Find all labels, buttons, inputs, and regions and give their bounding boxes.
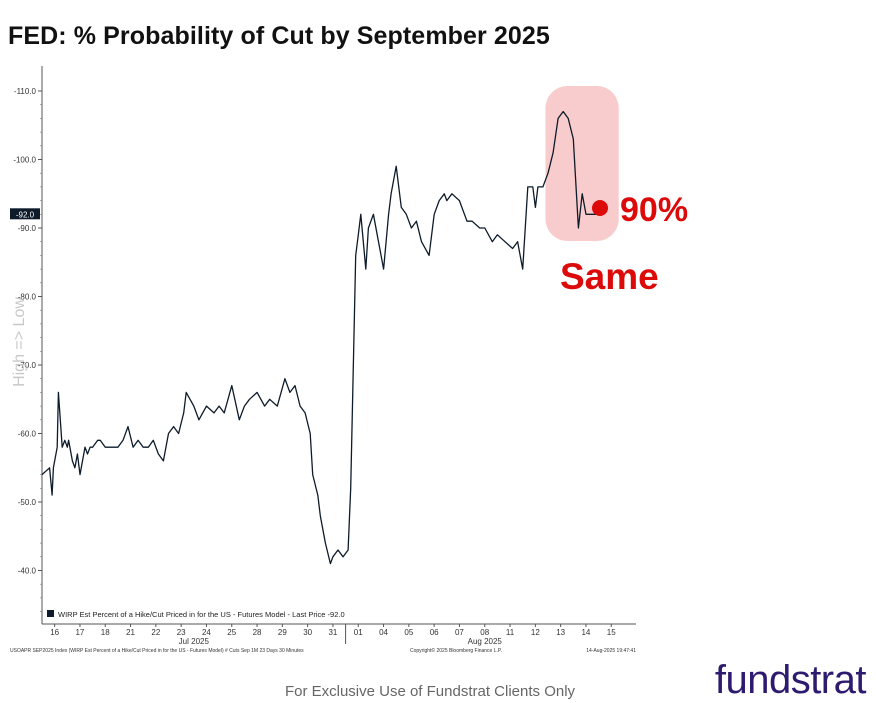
brand-logo: fundstrat <box>714 658 867 702</box>
month-label: Jul 2025 <box>179 637 210 646</box>
source-notes: USOAPR SEP2025 Index (WIRP Est Percent o… <box>10 647 636 654</box>
x-tick-label: 01 <box>354 628 363 637</box>
annotation-same: Same <box>560 256 659 297</box>
legend: WIRP Est Percent of a Hike/Cut Priced in… <box>43 605 393 622</box>
series-line <box>41 110 599 565</box>
last-price-label: -92.0 <box>16 210 35 219</box>
x-tick-label: 06 <box>430 628 439 637</box>
highlight-box <box>545 86 619 241</box>
highlight-layer <box>545 86 619 241</box>
x-tick-label: 17 <box>75 628 84 637</box>
x-tick-label: 31 <box>328 628 337 637</box>
y-axis: -110.0 -100.0 -90.0 -80.0 -70.0 -60.0 -50.0 -40… <box>10 87 42 612</box>
x-tick-label: 13 <box>556 628 565 637</box>
y-tick-label: -40.0 <box>18 567 37 576</box>
y-tick-label: -90.0 <box>18 224 37 233</box>
footer-notice: For Exclusive Use of Fundstrat Clients O… <box>284 683 576 700</box>
x-tick-label: 21 <box>126 628 135 637</box>
last-price-tag <box>10 208 40 220</box>
x-tick-label: 18 <box>101 628 110 637</box>
y-tick-label: -70.0 <box>18 361 37 370</box>
x-tick-label: 25 <box>227 628 236 637</box>
source-note: USOAPR SEP2025 Index (WIRP Est Percent o… <box>10 648 304 654</box>
x-tick-label: 04 <box>379 628 388 637</box>
x-tick-label: 28 <box>253 628 262 637</box>
x-tick-label: 05 <box>404 628 413 637</box>
x-tick-label: 11 <box>506 628 515 637</box>
copyright-note: Copyright© 2025 Bloomberg Finance L.P. <box>410 647 502 654</box>
y-tick-label: -80.0 <box>18 293 37 302</box>
red-dot-marker <box>592 200 608 216</box>
x-tick-label: 07 <box>455 628 464 637</box>
x-tick-label: 29 <box>278 628 287 637</box>
x-tick-label: 30 <box>303 628 312 637</box>
y-tick-label: -110.0 <box>14 87 37 96</box>
x-tick-label: 16 <box>50 628 59 637</box>
legend-label: WIRP Est Percent of a Hike/Cut Priced in… <box>58 610 345 619</box>
y-axis-label: High => Low <box>11 297 28 387</box>
chart-title: FED: % Probability of Cut by September 2… <box>8 22 550 50</box>
timestamp-note: 14-Aug-2025 19:47:41 <box>586 648 636 654</box>
x-tick-label: 23 <box>177 628 186 637</box>
x-tick-label: 14 <box>581 628 590 637</box>
x-tick-label: 15 <box>607 628 616 637</box>
x-tick-label: 12 <box>531 628 540 637</box>
y-tick-label: -60.0 <box>18 430 37 439</box>
x-tick-label: 24 <box>202 628 211 637</box>
x-tick-label: 08 <box>480 628 489 637</box>
x-tick-label: 22 <box>151 628 160 637</box>
y-tick-label: -50.0 <box>18 498 37 507</box>
x-axis: 16 17 18 21 22 23 24 25 28 29 30 31 01 04 05 06 07 08 11 12… <box>50 624 616 646</box>
legend-swatch <box>47 610 54 617</box>
annotation-90pct: 90% <box>620 191 688 229</box>
series-layer <box>41 110 599 565</box>
month-label: Aug 2025 <box>468 637 503 646</box>
annotation-layer: 90% Same <box>560 191 688 297</box>
y-tick-label: -100.0 <box>13 156 36 165</box>
legend-box <box>43 605 393 622</box>
